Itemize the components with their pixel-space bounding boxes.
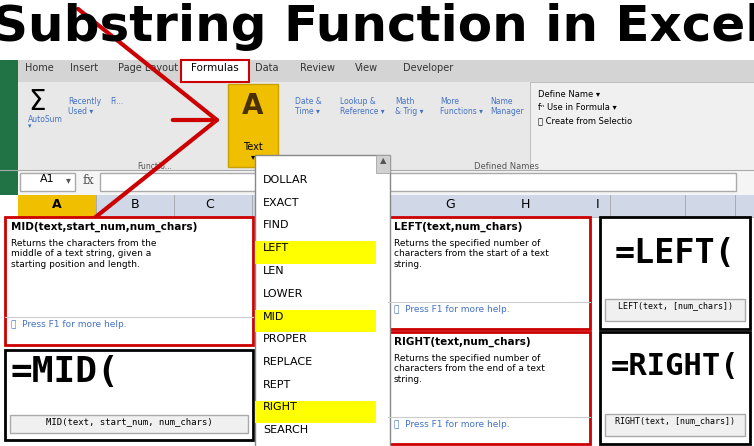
Text: Date &
Time ▾: Date & Time ▾ xyxy=(295,97,322,116)
Text: DOLLAR: DOLLAR xyxy=(263,175,308,185)
Text: Review: Review xyxy=(300,63,335,73)
Text: B: B xyxy=(130,198,139,211)
Text: Returns the specified number of
characters from the start of a text
string.: Returns the specified number of characte… xyxy=(394,239,549,269)
FancyBboxPatch shape xyxy=(388,332,590,444)
Text: F: F xyxy=(376,198,384,211)
Text: Substring Function in Excel: Substring Function in Excel xyxy=(0,3,754,51)
FancyBboxPatch shape xyxy=(228,84,278,167)
Text: Insert: Insert xyxy=(70,63,98,73)
Text: EXACT: EXACT xyxy=(263,198,299,208)
Text: Name
Manager: Name Manager xyxy=(490,97,524,116)
Text: Σ: Σ xyxy=(28,88,45,116)
Text: ▾: ▾ xyxy=(66,175,70,185)
Text: MID: MID xyxy=(263,311,284,322)
FancyBboxPatch shape xyxy=(605,414,745,436)
FancyBboxPatch shape xyxy=(600,332,750,444)
Text: ⓘ  Press F1 for more help.: ⓘ Press F1 for more help. xyxy=(394,420,510,429)
Text: Fi...: Fi... xyxy=(110,97,123,106)
Text: Home: Home xyxy=(25,63,54,73)
Text: Returns the specified number of
characters from the end of a text
string.: Returns the specified number of characte… xyxy=(394,354,545,384)
FancyBboxPatch shape xyxy=(5,350,253,440)
FancyBboxPatch shape xyxy=(255,310,376,332)
Text: fⁿ Use in Formula ▾: fⁿ Use in Formula ▾ xyxy=(538,103,617,112)
FancyBboxPatch shape xyxy=(605,299,745,321)
Text: =RIGHT(: =RIGHT( xyxy=(611,352,740,381)
Text: ▾: ▾ xyxy=(28,123,32,129)
Text: RIGHT: RIGHT xyxy=(263,402,298,413)
FancyBboxPatch shape xyxy=(255,241,376,264)
Text: Formulas: Formulas xyxy=(191,63,239,73)
Text: Developer: Developer xyxy=(403,63,453,73)
Text: LEN: LEN xyxy=(263,266,284,276)
Text: RIGHT(text,num_chars): RIGHT(text,num_chars) xyxy=(394,337,531,347)
FancyBboxPatch shape xyxy=(0,60,18,195)
Text: SEARCH: SEARCH xyxy=(263,425,308,435)
Text: A1: A1 xyxy=(40,174,54,184)
FancyBboxPatch shape xyxy=(10,415,248,433)
FancyBboxPatch shape xyxy=(18,170,754,195)
FancyBboxPatch shape xyxy=(18,195,754,217)
Text: LOWER: LOWER xyxy=(263,289,303,299)
Text: I: I xyxy=(596,198,600,211)
Text: Returns the characters from the
middle of a text string, given a
starting positi: Returns the characters from the middle o… xyxy=(11,239,157,269)
FancyBboxPatch shape xyxy=(376,155,390,173)
Text: View: View xyxy=(355,63,378,73)
Text: A: A xyxy=(52,198,62,211)
FancyBboxPatch shape xyxy=(181,60,249,82)
FancyBboxPatch shape xyxy=(18,195,96,217)
Text: Recently
Used ▾: Recently Used ▾ xyxy=(68,97,101,116)
Text: Data: Data xyxy=(255,63,278,73)
FancyBboxPatch shape xyxy=(530,82,754,170)
Text: Functio...: Functio... xyxy=(137,162,173,171)
FancyBboxPatch shape xyxy=(5,217,253,345)
FancyBboxPatch shape xyxy=(18,82,754,170)
FancyBboxPatch shape xyxy=(388,217,590,329)
Text: ⓘ  Press F1 for more help.: ⓘ Press F1 for more help. xyxy=(11,320,127,329)
Text: REPT: REPT xyxy=(263,380,291,390)
FancyBboxPatch shape xyxy=(100,173,736,191)
Text: MID(text,start_num,num_chars): MID(text,start_num,num_chars) xyxy=(11,222,198,232)
Text: LEFT(text, [num_chars]): LEFT(text, [num_chars]) xyxy=(618,301,732,310)
Text: LEFT(text,num_chars): LEFT(text,num_chars) xyxy=(394,222,523,232)
Text: =LEFT(: =LEFT( xyxy=(615,237,735,270)
Text: Text: Text xyxy=(243,142,263,152)
Text: Lookup &
Reference ▾: Lookup & Reference ▾ xyxy=(340,97,385,116)
Text: fx: fx xyxy=(82,174,93,187)
Text: Defined Names: Defined Names xyxy=(474,162,540,171)
Text: LEFT: LEFT xyxy=(263,243,289,253)
Text: H: H xyxy=(520,198,530,211)
Text: FIND: FIND xyxy=(263,220,290,231)
FancyBboxPatch shape xyxy=(18,60,754,82)
Text: C: C xyxy=(206,198,214,211)
FancyBboxPatch shape xyxy=(20,173,75,191)
Text: ▲: ▲ xyxy=(380,156,386,165)
Text: A: A xyxy=(242,92,264,120)
FancyBboxPatch shape xyxy=(255,155,390,446)
Text: Define Name ▾: Define Name ▾ xyxy=(538,90,600,99)
Text: ⓘ  Press F1 for more help.: ⓘ Press F1 for more help. xyxy=(394,305,510,314)
Text: More
Functions ▾: More Functions ▾ xyxy=(440,97,483,116)
Text: Page Layout: Page Layout xyxy=(118,63,178,73)
Text: G: G xyxy=(445,198,455,211)
Text: REPLACE: REPLACE xyxy=(263,357,313,367)
Text: ▾: ▾ xyxy=(251,152,255,161)
Text: PROPER: PROPER xyxy=(263,334,308,344)
Text: RIGHT(text, [num_chars]): RIGHT(text, [num_chars]) xyxy=(615,416,735,425)
Text: AutoSum: AutoSum xyxy=(28,115,63,124)
FancyBboxPatch shape xyxy=(600,217,750,329)
Text: =MID(: =MID( xyxy=(11,355,120,389)
Text: Math
& Trig ▾: Math & Trig ▾ xyxy=(395,97,424,116)
FancyBboxPatch shape xyxy=(255,401,376,423)
Text: 🗂 Create from Selectio: 🗂 Create from Selectio xyxy=(538,116,632,125)
Text: MID(text, start_num, num_chars): MID(text, start_num, num_chars) xyxy=(46,417,213,426)
